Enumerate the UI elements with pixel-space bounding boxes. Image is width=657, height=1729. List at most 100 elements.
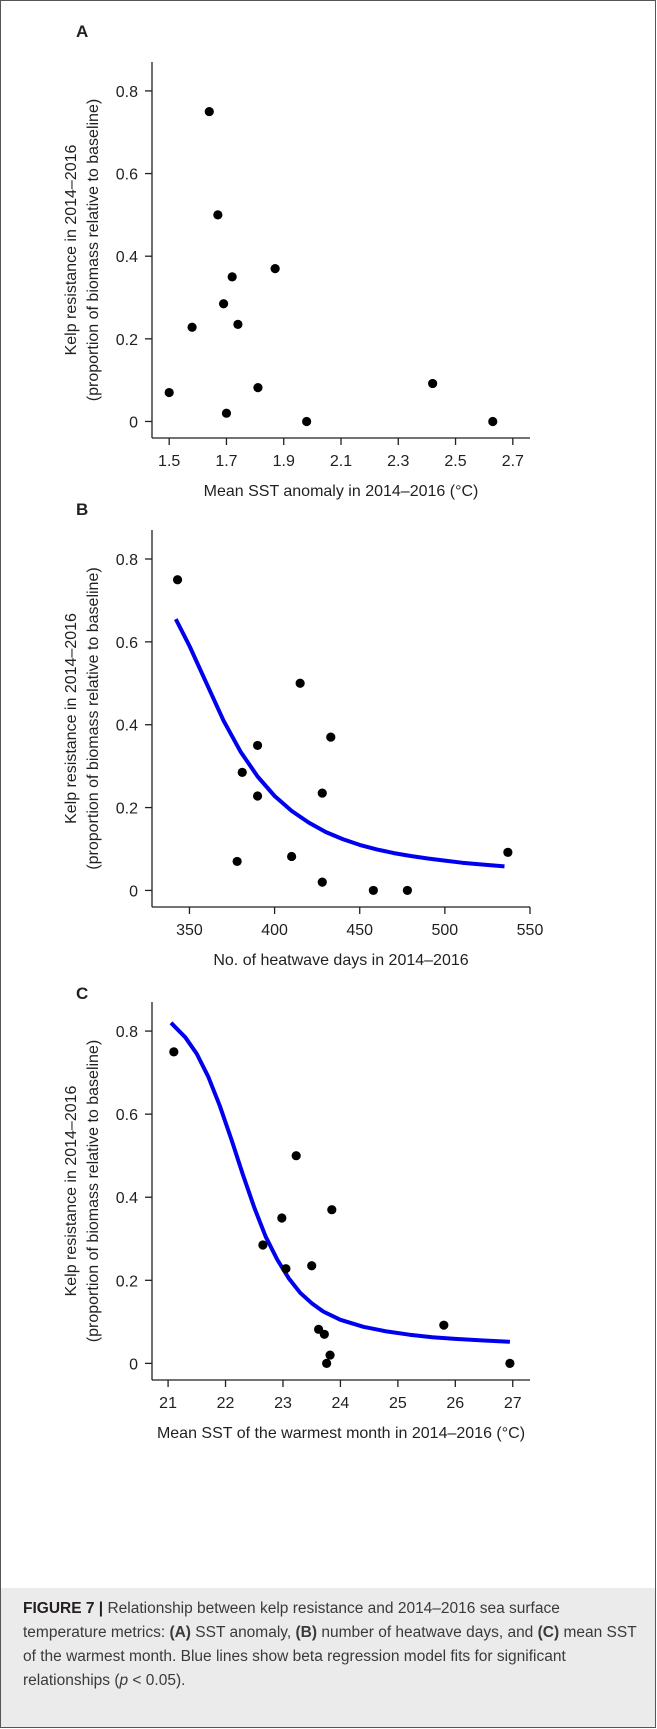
y-tick-label: 0.4 [116,718,138,735]
fit-line [174,618,505,869]
data-point [307,1261,317,1271]
caption-panel-a-label: (A) [169,1624,191,1641]
y-tick-label: 0 [129,1356,138,1373]
y-tick-label: 0.6 [116,635,138,652]
x-tick-label: 500 [432,922,459,939]
x-tick-label: 26 [446,1395,464,1412]
panel-b: B 0 0.2 0.4 0.6 0.8 350 400 450 500 550 No. of heat… [63,500,543,969]
data-point [322,1358,332,1368]
data-point [287,851,297,862]
data-point [402,885,413,896]
data-point [172,575,183,585]
data-point [488,416,498,427]
data-point [428,378,438,389]
data-point [164,387,174,398]
x-tick-label: 2.3 [387,453,409,470]
data-point [291,1151,301,1161]
data-point [302,416,312,427]
data-point [258,1240,268,1250]
x-tick-label: 550 [517,922,544,939]
x-tick-label: 25 [389,1395,407,1412]
panel-a: A 0 0.2 0.4 0.6 0.8 1.5 1.7 1.9 2.1 2.3 2.5 2.7 Mean … [63,22,530,500]
data-point [270,263,280,274]
data-point [232,856,242,867]
data-point [281,1264,291,1274]
panel-letter-a: A [76,22,88,41]
data-point [505,1358,515,1368]
caption-intro: Relationship between kelp resistance and… [23,1600,560,1641]
x-tick-label: 450 [346,922,373,939]
y-tick-label: 0.8 [116,1024,138,1041]
y-axis-label-line-2: (proportion of biomass relative to basel… [85,567,102,869]
data-point [237,767,247,777]
data-point [319,1329,329,1339]
y-tick-label: 0 [129,883,138,900]
data-point [326,732,336,742]
y-tick-label: 0.2 [116,332,138,349]
data-point [503,847,513,857]
x-tick-label: 21 [159,1395,177,1412]
caption-figure-label: FIGURE 7 | [23,1600,104,1617]
y-tick-label: 0 [129,414,138,431]
x-tick-label: 2.5 [444,453,466,470]
x-tick-label: 2.7 [502,453,524,470]
data-point [317,877,327,887]
x-tick-label: 27 [504,1395,522,1412]
x-tick-label: 24 [332,1395,350,1412]
y-axis-label-line-1: Kelp resistance in 2014–2016 [63,144,80,355]
x-tick-label: 1.9 [273,453,295,470]
fit-line [169,1021,511,1344]
y-tick-label: 0.8 [116,84,138,101]
caption-panel-c-label: (C) [537,1624,560,1641]
panel-c: C 0 0.2 0.4 0.6 0.8 21 22 23 24 25 26 27 Mean SST of … [63,984,530,1442]
caption-panel-c-text: mean SST of the warmest month. Blue line… [23,1624,637,1689]
y-axis-label-line-2: (proportion of biomass relative to basel… [85,99,102,401]
y-axis-label-line-1: Kelp resistance in 2014–2016 [63,1085,80,1296]
data-point [187,322,197,332]
y-tick-label: 0.4 [116,1190,138,1207]
data-point [252,791,263,801]
charts-area: A 0 0.2 0.4 0.6 0.8 1.5 1.7 1.9 2.1 2.3 2.5 2.7 Mean … [63,22,543,1442]
data-point [227,272,237,282]
data-point [439,1320,449,1330]
y-tick-label: 0.6 [116,167,138,184]
data-point [368,885,378,896]
data-point [327,1205,337,1215]
x-tick-label: 23 [274,1395,292,1412]
data-point [218,299,229,309]
caption-panel-b-label: (B) [295,1624,318,1641]
caption-box [1,1588,655,1727]
x-tick-label: 350 [176,922,203,939]
x-axis-label: No. of heatwave days in 2014–2016 [213,952,468,969]
data-point [253,382,263,393]
panel-letter-c: C [76,984,88,1003]
y-tick-label: 0.2 [116,1273,138,1290]
x-tick-label: 2.1 [330,453,352,470]
data-point [317,788,327,798]
data-point [277,1213,287,1223]
data-point [204,106,214,117]
y-tick-label: 0.2 [116,801,138,818]
data-point [233,319,243,329]
y-tick-label: 0.4 [116,249,138,266]
data-point [213,210,223,220]
y-axis-label-line-2: (proportion of biomass relative to basel… [85,1040,102,1342]
data-point [169,1047,179,1057]
caption-p-symbol: p [119,1672,129,1689]
panel-letter-b: B [76,500,88,519]
x-axis-label: Mean SST of the warmest month in 2014–20… [157,1425,525,1442]
x-axis-label: Mean SST anomaly in 2014–2016 (°C) [204,483,479,500]
x-tick-label: 22 [217,1395,235,1412]
caption-panel-a-text: SST anomaly, [190,1624,296,1641]
caption-panel-b-text: number of heatwave days, and [317,1624,538,1641]
data-point [221,408,232,418]
y-tick-label: 0.6 [116,1107,138,1124]
data-point [295,678,305,688]
y-tick-label: 0.8 [116,552,138,569]
data-point [252,740,263,751]
x-tick-label: 1.5 [158,453,180,470]
data-point [325,1350,335,1360]
x-tick-label: 1.7 [215,453,237,470]
y-axis-label-line-1: Kelp resistance in 2014–2016 [63,613,80,824]
